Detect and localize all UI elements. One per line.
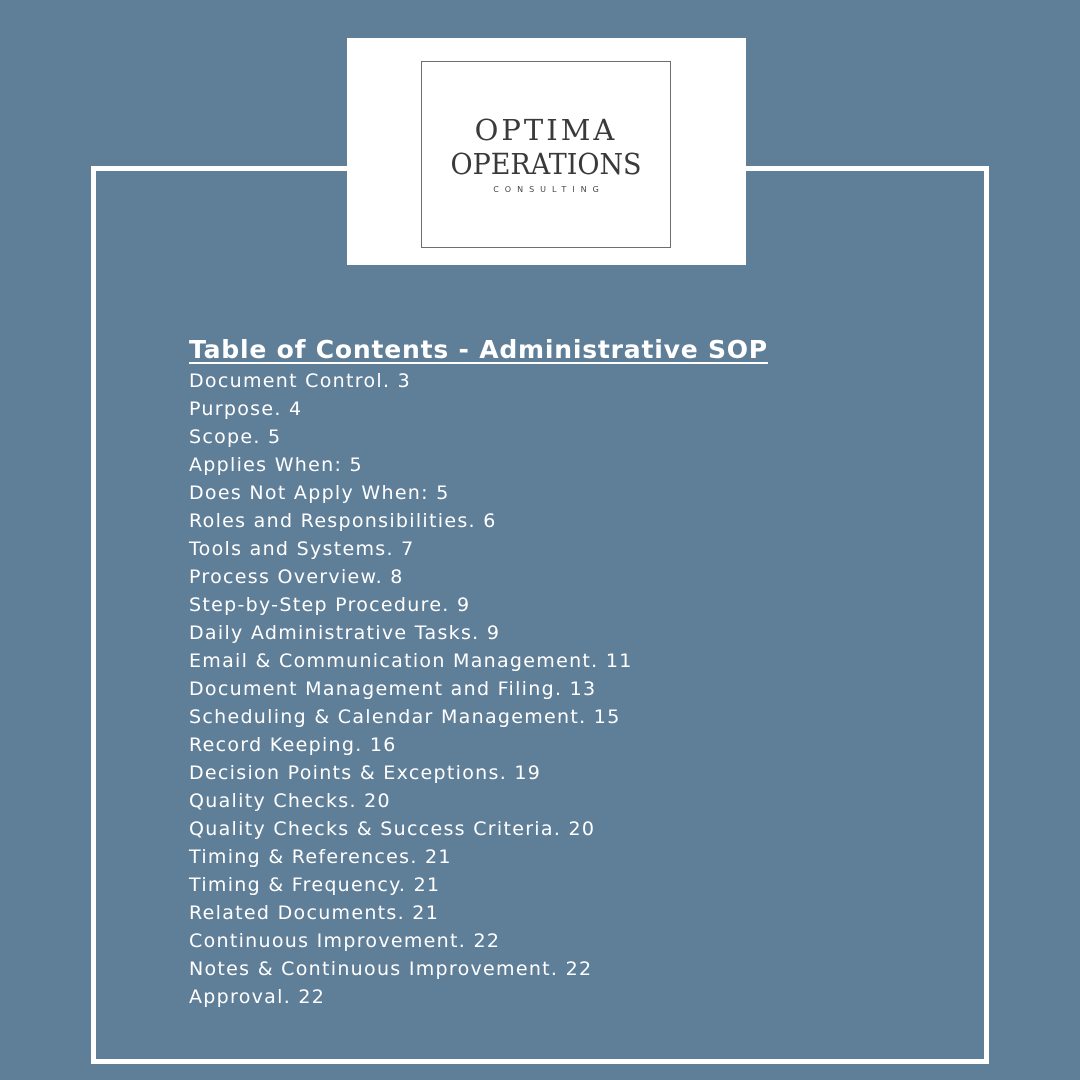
toc-item: Email & Communication Management. 11: [189, 650, 633, 672]
table-of-contents: Table of Contents - Administrative SOP D…: [189, 333, 768, 1011]
toc-item: Process Overview. 8: [189, 566, 404, 588]
toc-item: Tools and Systems. 7: [189, 538, 415, 560]
toc-item: Purpose. 4: [189, 398, 303, 420]
toc-item: Step-by-Step Procedure. 9: [189, 594, 471, 616]
logo-wordmark-optima: OPTIMA: [474, 113, 618, 147]
toc-item: Decision Points & Exceptions. 19: [189, 762, 542, 784]
toc-item: Does Not Apply When: 5: [189, 482, 450, 504]
toc-item: Roles and Responsibilities. 6: [189, 510, 497, 532]
toc-title: Table of Contents - Administrative SOP: [189, 335, 768, 364]
logo-tagline: CONSULTING: [493, 185, 605, 194]
toc-item: Applies When: 5: [189, 454, 363, 476]
toc-list: Document Control. 3 Purpose. 4 Scope. 5 …: [189, 367, 768, 1011]
toc-item: Scope. 5: [189, 426, 282, 448]
toc-item: Related Documents. 21: [189, 902, 440, 924]
toc-item: Continuous Improvement. 22: [189, 930, 501, 952]
toc-item: Notes & Continuous Improvement. 22: [189, 958, 593, 980]
toc-item: Scheduling & Calendar Management. 15: [189, 706, 621, 728]
toc-item: Document Management and Filing. 13: [189, 678, 597, 700]
toc-item: Timing & Frequency. 21: [189, 874, 441, 896]
toc-item: Quality Checks. 20: [189, 790, 391, 812]
toc-item: Quality Checks & Success Criteria. 20: [189, 818, 596, 840]
logo-card: OPTIMA OPERATIONS CONSULTING: [347, 38, 746, 265]
toc-item: Approval. 22: [189, 986, 326, 1008]
toc-item: Daily Administrative Tasks. 9: [189, 622, 501, 644]
logo-wordmark-operations: OPERATIONS: [450, 147, 642, 181]
toc-item: Document Control. 3: [189, 370, 412, 392]
toc-item: Record Keeping. 16: [189, 734, 397, 756]
toc-item: Timing & References. 21: [189, 846, 452, 868]
logo: OPTIMA OPERATIONS CONSULTING: [421, 61, 671, 248]
